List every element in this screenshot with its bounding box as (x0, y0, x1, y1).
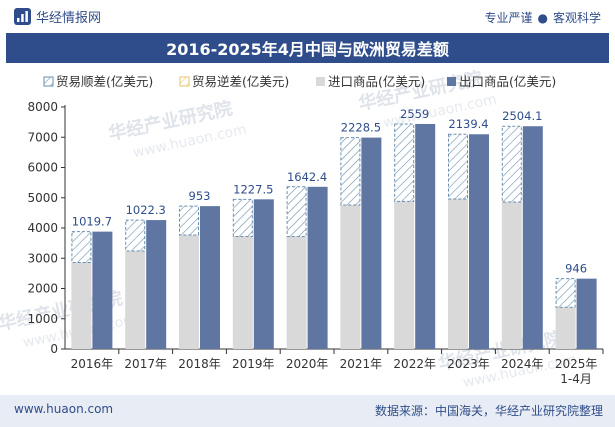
x-tick-label: 2022年 (393, 357, 436, 371)
export-bar (92, 231, 113, 349)
import-bar (394, 201, 415, 349)
data-labels: 1019.7 1022.3 953 1227.5 1642.4 2228.5 2559 213… (72, 107, 587, 276)
legend-label: 贸易逆差(亿美元) (192, 74, 289, 89)
slogan-right: 客观科学 (552, 11, 601, 25)
y-tick-label: 6000 (27, 161, 58, 175)
surplus-bar (448, 133, 468, 200)
import-bar (448, 198, 468, 349)
import-bar (501, 201, 522, 349)
surplus-bar (501, 125, 522, 203)
x-tick-label: 2025年 (555, 357, 598, 371)
huajing-logo-icon (14, 8, 31, 25)
export-bar (576, 278, 597, 349)
export-bar (415, 123, 436, 350)
export-bar (522, 126, 543, 349)
y-tick-label: 0 (50, 342, 58, 356)
slogan-separator: ● (537, 11, 548, 25)
surplus-data-label: 946 (565, 262, 587, 276)
import-bar (179, 234, 199, 349)
legend-label: 出口商品(亿美元) (459, 74, 556, 89)
surplus-data-label: 2559 (400, 107, 429, 121)
surplus-data-label: 2228.5 (341, 121, 381, 135)
import-bar (71, 262, 92, 349)
top-bar: 华经情报网 专业严谨 ● 客观科学 (0, 0, 615, 32)
import-bar (232, 236, 253, 349)
legend-label: 进口商品(亿美元) (328, 74, 425, 89)
surplus-bar (71, 231, 92, 263)
x-tick-label: 2020年 (286, 357, 329, 371)
x-tick-label: 1-4月 (560, 372, 592, 386)
footer-url: www.huaon.com (14, 402, 114, 416)
y-tick-label: 5000 (27, 191, 58, 205)
y-tick-label: 3000 (27, 251, 58, 265)
data-source: 数据来源：中国海关，华经产业研究院整理 (374, 404, 603, 418)
x-tick-label: 2017年 (124, 357, 167, 371)
brand: 华经情报网 (14, 7, 101, 26)
surplus-bar (286, 186, 307, 237)
y-tick-label: 4000 (27, 221, 58, 235)
legend-swatch (43, 76, 54, 87)
legend-swatch (447, 77, 456, 86)
surplus-data-label: 1642.4 (287, 170, 327, 184)
chart-title-bar: 2016-2025年4月中国与欧洲贸易差额 (6, 33, 609, 63)
slogan-left: 专业严谨 (484, 11, 533, 25)
bars (71, 123, 597, 350)
slogan: 专业严谨 ● 客观科学 (484, 9, 601, 26)
surplus-data-label: 1022.3 (126, 203, 166, 217)
legend-label: 贸易顺差(亿美元) (56, 74, 153, 89)
x-tick-label: 2016年 (71, 357, 114, 371)
trade-balance-chart: 华经产业研究院www.huaon.com华经产业研究院www.huaon.com… (0, 67, 604, 391)
surplus-data-label: 953 (189, 189, 211, 203)
surplus-bar (555, 278, 576, 308)
surplus-data-label: 1019.7 (72, 215, 112, 229)
legend: 贸易顺差(亿美元) 贸易逆差(亿美元) 进口商品(亿美元) 出口商品(亿美元) (43, 74, 556, 89)
export-bar (200, 206, 220, 349)
footer: www.huaon.com 数据来源：中国海关，华经产业研究院整理 (0, 395, 615, 427)
surplus-bar (125, 219, 146, 252)
y-tick-label: 2000 (27, 282, 58, 296)
y-tick-label: 8000 (27, 100, 58, 114)
export-bar (307, 186, 328, 349)
surplus-bar (232, 198, 253, 237)
import-bar (340, 205, 361, 349)
import-bar (125, 250, 146, 349)
export-bar (253, 199, 274, 349)
chart-title: 2016-2025年4月中国与欧洲贸易差额 (166, 40, 449, 59)
x-tick-label: 2024年 (501, 357, 544, 371)
x-tick-label: 2018年 (178, 357, 221, 371)
export-bar (146, 220, 167, 349)
x-tick-label: 2019年 (232, 357, 275, 371)
surplus-bar (179, 205, 199, 236)
surplus-bar (394, 123, 415, 202)
x-tick-label: 2023年 (447, 357, 490, 371)
export-bar (361, 137, 382, 349)
surplus-data-label: 2139.4 (448, 117, 488, 131)
import-bar (555, 307, 576, 349)
y-tick-label: 1000 (27, 312, 58, 326)
surplus-bar (340, 137, 361, 206)
surplus-data-label: 2504.1 (502, 109, 542, 123)
y-tick-label: 7000 (27, 130, 58, 144)
x-tick-label: 2021年 (340, 357, 383, 371)
surplus-data-label: 1227.5 (233, 182, 273, 196)
import-bar (286, 236, 307, 349)
export-bar (469, 134, 489, 349)
legend-swatch (316, 77, 325, 86)
brand-name: 华经情报网 (36, 11, 102, 26)
legend-swatch (179, 76, 190, 87)
axes: 0 1000 2000 3000 4000 5000 6000 7000 8000 2016年 20… (27, 100, 604, 386)
